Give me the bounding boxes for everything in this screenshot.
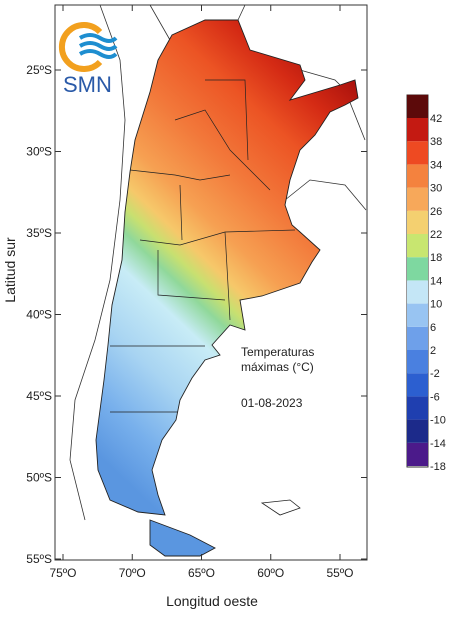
colorbar-label: -10 xyxy=(430,415,446,427)
colorbar-label: 26 xyxy=(430,206,442,218)
annotation-date: 01-08-2023 xyxy=(241,396,303,410)
smn-logo: SMN xyxy=(58,22,118,97)
colorbar-label: 38 xyxy=(430,136,442,148)
x-tick-label: 60ºO xyxy=(257,566,284,580)
colorbar-band xyxy=(407,257,428,281)
x-tick-label: 70ºO xyxy=(119,566,146,580)
colorbar-band xyxy=(407,303,428,327)
x-tick-label: 55ºO xyxy=(326,566,353,580)
annotation-title: Temperaturas xyxy=(241,345,314,359)
colorbar-band xyxy=(407,118,428,142)
logo-text: SMN xyxy=(63,72,112,97)
y-tick-label: 25ºS xyxy=(26,63,52,77)
y-tick-label: 35ºS xyxy=(26,226,52,240)
colorbar-band xyxy=(407,187,428,211)
colorbar-band xyxy=(407,94,428,118)
colorbar-label: 2 xyxy=(430,345,436,357)
colorbar-label: 34 xyxy=(430,159,442,171)
colorbar-label: -6 xyxy=(430,391,440,403)
annotation-title: máximas (°C) xyxy=(241,360,314,374)
colorbar-label: -2 xyxy=(430,368,440,380)
x-tick-label: 65ºO xyxy=(188,566,215,580)
colorbar-label: 10 xyxy=(430,299,442,311)
colorbar-band xyxy=(407,442,428,466)
colorbar-band xyxy=(407,419,428,443)
islands xyxy=(260,499,301,516)
colorbar-label: 30 xyxy=(430,183,442,195)
colorbar-band xyxy=(407,396,428,420)
colorbar-band xyxy=(407,210,428,234)
y-tick-label: 50ºS xyxy=(26,471,52,485)
province-border xyxy=(110,79,296,413)
y-axis-title: Latitud sur xyxy=(2,237,18,303)
tierra-del-fuego xyxy=(149,519,216,557)
x-tick-label: 75ºO xyxy=(49,566,76,580)
y-tick-label: 40ºS xyxy=(26,308,52,322)
colorbar-band xyxy=(407,373,428,397)
y-tick-label: 30ºS xyxy=(26,145,52,159)
y-tick-label: 55ºS xyxy=(26,552,52,566)
colorbar-label: -18 xyxy=(430,461,446,473)
y-tick-label: 45ºS xyxy=(26,389,52,403)
x-axis-title: Longitud oeste xyxy=(166,593,258,609)
colorbar-band xyxy=(407,326,428,350)
colorbar-band xyxy=(407,164,428,188)
colorbar-label: 18 xyxy=(430,252,442,264)
colorbar-band xyxy=(407,234,428,258)
colorbar-label: 6 xyxy=(430,322,436,334)
colorbar-band xyxy=(407,141,428,165)
colorbar-label: 42 xyxy=(430,113,442,125)
colorbar-band xyxy=(407,280,428,304)
colorbar-label: -14 xyxy=(430,438,446,450)
colorbar-label: 22 xyxy=(430,229,442,241)
colorbar-label: 14 xyxy=(430,275,442,287)
colorbar-band xyxy=(407,350,428,374)
